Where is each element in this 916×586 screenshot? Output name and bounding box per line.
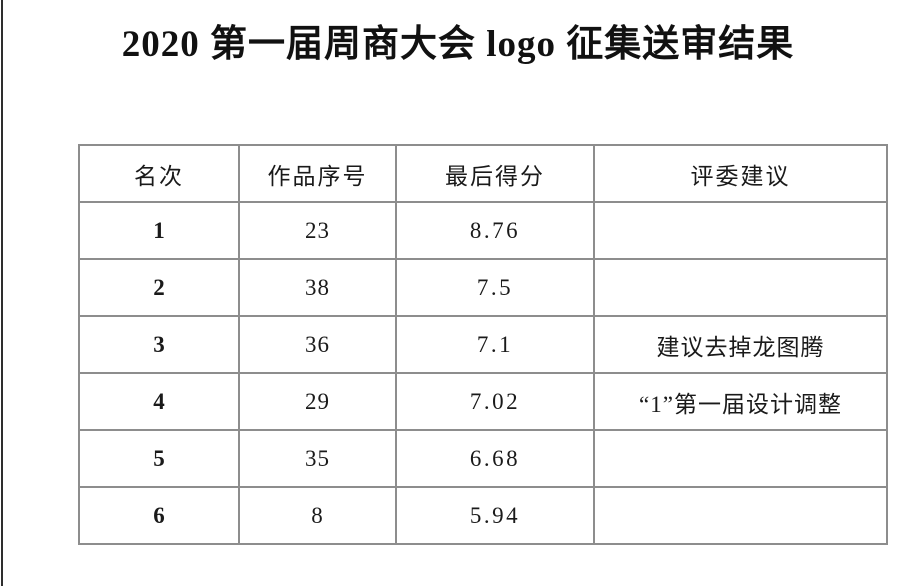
cell-entry-no: 38 <box>238 258 397 317</box>
cell-rank: 4 <box>78 372 240 431</box>
column-header-entry-no: 作品序号 <box>238 144 397 203</box>
cell-judge-comment: 建议去掉龙图腾 <box>593 315 888 374</box>
table-row: 5 35 6.68 <box>78 429 888 488</box>
cell-judge-comment <box>593 201 888 260</box>
cell-rank: 2 <box>78 258 240 317</box>
cell-entry-no: 35 <box>238 429 397 488</box>
cell-entry-no: 23 <box>238 201 397 260</box>
cell-entry-no: 29 <box>238 372 397 431</box>
column-header-rank: 名次 <box>78 144 240 203</box>
cell-final-score: 6.68 <box>395 429 595 488</box>
table-row: 1 23 8.76 <box>78 201 888 260</box>
cell-final-score: 8.76 <box>395 201 595 260</box>
page-title: 2020 第一届周商大会 logo 征集送审结果 <box>121 24 795 65</box>
table-row: 4 29 7.02 “1”第一届设计调整 <box>78 372 888 431</box>
cell-judge-comment <box>593 258 888 317</box>
cell-final-score: 5.94 <box>395 486 595 545</box>
cell-final-score: 7.5 <box>395 258 595 317</box>
table-header-row: 名次 作品序号 最后得分 评委建议 <box>78 144 888 203</box>
cell-judge-comment: “1”第一届设计调整 <box>593 372 888 431</box>
cell-judge-comment <box>593 429 888 488</box>
cell-judge-comment <box>593 486 888 545</box>
column-header-final-score: 最后得分 <box>395 144 595 203</box>
cell-rank: 3 <box>78 315 240 374</box>
table-row: 3 36 7.1 建议去掉龙图腾 <box>78 315 888 374</box>
results-table: 名次 作品序号 最后得分 评委建议 1 23 8.76 2 38 7.5 3 3… <box>78 144 888 545</box>
table-row: 6 8 5.94 <box>78 486 888 545</box>
column-header-judge-comment: 评委建议 <box>593 144 888 203</box>
cell-entry-no: 36 <box>238 315 397 374</box>
table-row: 2 38 7.5 <box>78 258 888 317</box>
page-edge-line <box>1 0 3 586</box>
cell-final-score: 7.02 <box>395 372 595 431</box>
cell-rank: 6 <box>78 486 240 545</box>
cell-rank: 5 <box>78 429 240 488</box>
cell-entry-no: 8 <box>238 486 397 545</box>
cell-rank: 1 <box>78 201 240 260</box>
cell-final-score: 7.1 <box>395 315 595 374</box>
